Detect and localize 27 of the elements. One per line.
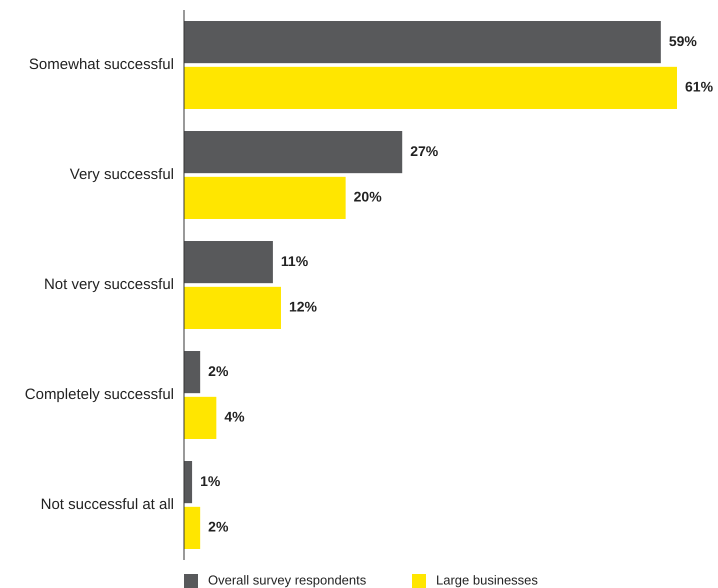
data-label: 1%: [200, 472, 221, 489]
bar: [184, 351, 200, 394]
legend-label: Large businesses: [436, 572, 538, 588]
bar: [184, 396, 216, 439]
bar: [184, 21, 661, 64]
bar: [184, 461, 192, 504]
bar: [184, 131, 402, 174]
data-label: 4%: [224, 408, 246, 425]
bar: [184, 66, 677, 109]
data-label: 61%: [685, 78, 714, 95]
bar: [184, 286, 281, 329]
legend-label: Overall survey respondents: [208, 572, 367, 588]
data-label: 11%: [280, 252, 309, 269]
y-tick-label: Somewhat successful: [28, 56, 174, 73]
data-label: 20%: [354, 188, 382, 205]
bar: [184, 506, 200, 549]
y-tick-label: Very successful: [70, 166, 174, 183]
y-tick-label: Not successful at all: [40, 496, 174, 513]
bar: [184, 176, 346, 219]
data-label: 2%: [208, 518, 229, 535]
y-tick-label: Completely successful: [24, 386, 174, 403]
data-label: 27%: [410, 142, 439, 159]
bar: [184, 241, 273, 284]
data-label: 12%: [288, 298, 318, 315]
data-label: 59%: [668, 32, 698, 49]
y-tick-label: Not very successful: [44, 276, 174, 293]
data-label: 2%: [208, 362, 229, 379]
